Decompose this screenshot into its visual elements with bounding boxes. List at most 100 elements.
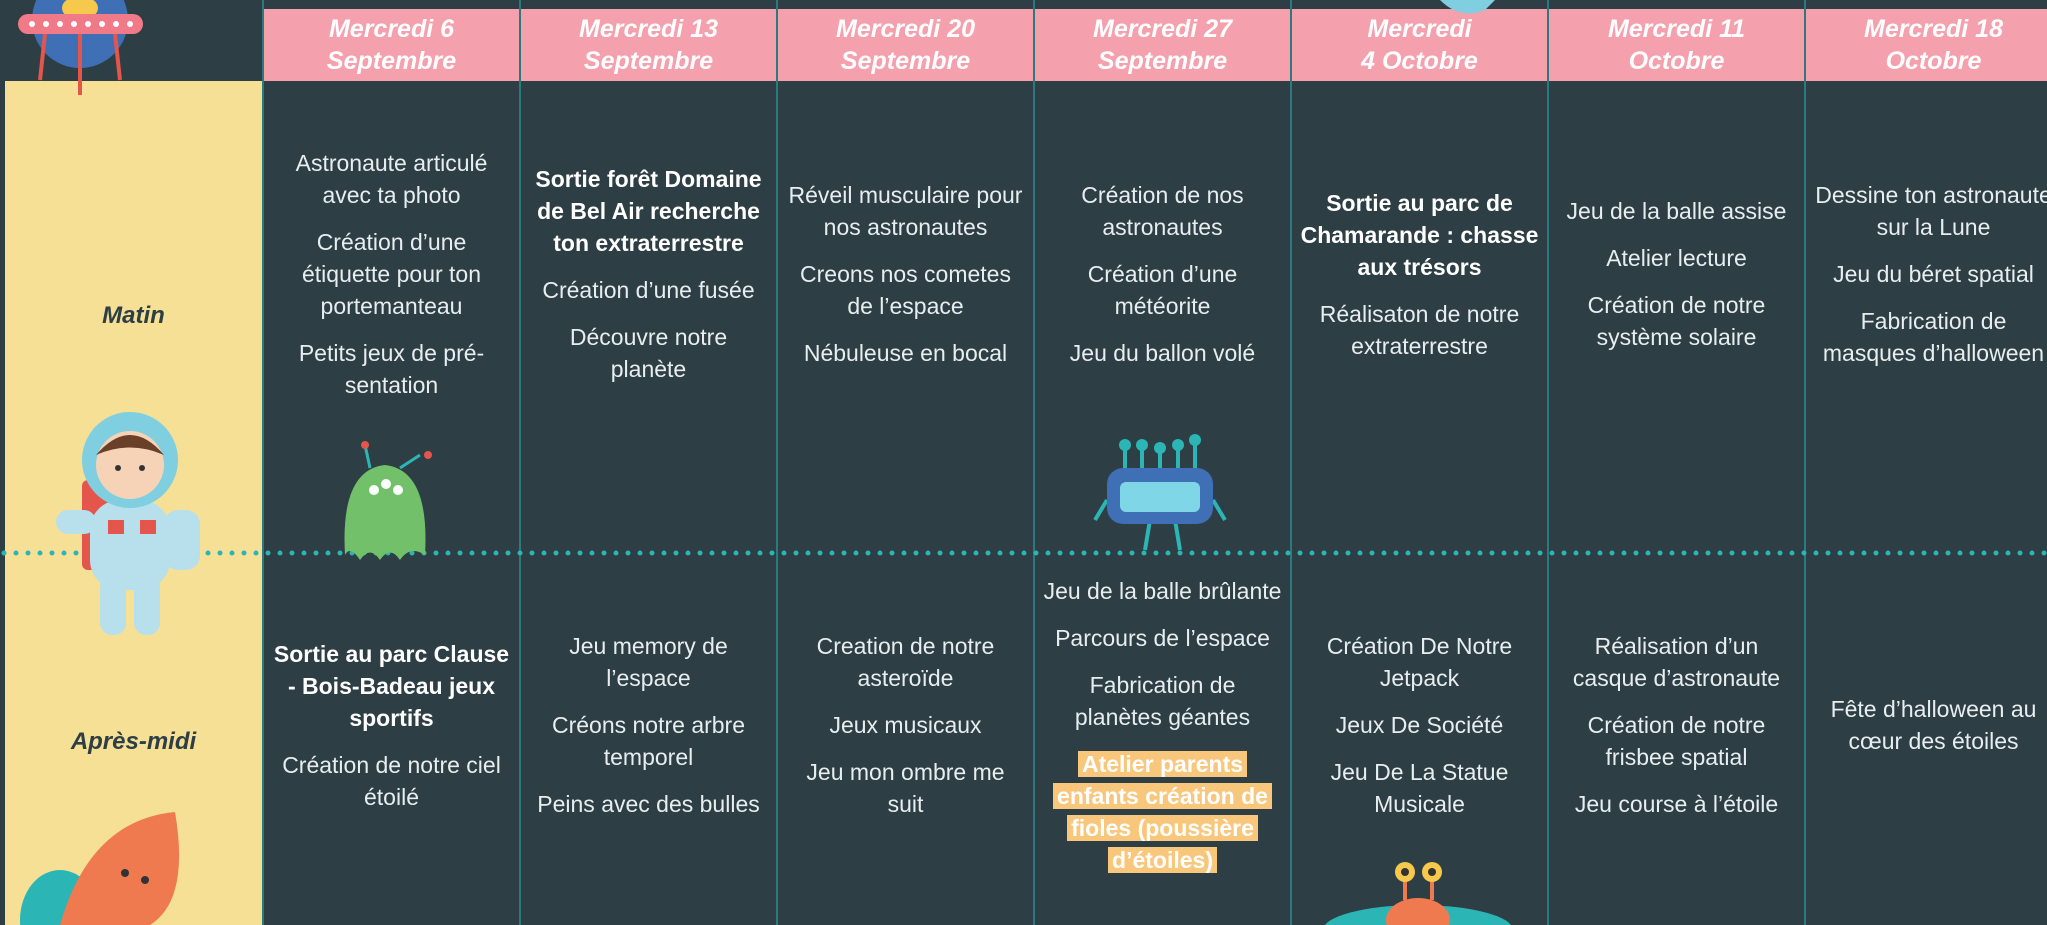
activity-text: Jeux musicaux — [829, 712, 982, 738]
activity-text: Jeux De Société — [1335, 712, 1504, 738]
activity-text: Jeu De La Statue Musicale — [1330, 759, 1509, 817]
activity-text: Fête d’halloween au cœur des étoiles — [1830, 696, 2037, 754]
activity: Découvre notre planète — [529, 321, 768, 385]
activity: Création d’une météorite — [1043, 258, 1282, 322]
activity-text: Atelier parents enfants création de fiol… — [1053, 750, 1272, 873]
activity: Sortie au parc Clause - Bois-Badeau jeux… — [272, 638, 511, 734]
activity: Création de notre système solaire — [1557, 289, 1796, 353]
header-line: 4 Octobre — [1361, 47, 1478, 75]
activity: Dessine ton astronaute sur la Lune — [1814, 179, 2047, 243]
afternoon-activities: Création De Notre Jetpack Jeux De Société… — [1300, 552, 1539, 898]
header-line: Mercredi 6 — [328, 15, 455, 43]
header-line: Mercredi 20 — [836, 15, 975, 43]
morning-activities: Réveil musculaire pour nos astronautes Cr… — [786, 81, 1025, 467]
header-line: Septembre — [583, 47, 714, 75]
activity-text: Peins avec des bulles — [537, 791, 760, 817]
day-column: Mercredi 18 Octobre Dessine ton astronaute… — [1804, 0, 2047, 925]
activity: Atelier parents enfants création de fiol… — [1043, 748, 1282, 876]
activity-text: Création De Notre Jetpack — [1326, 633, 1513, 691]
activity-text: Petits jeux de pré-sentation — [298, 340, 485, 398]
activity-text: Sortie au parc de Chamarande : chasse au… — [1300, 189, 1539, 280]
day-column: Mercredi 6 Septembre Astronaute articulé a… — [262, 0, 519, 925]
afternoon-activities: Fête d’halloween au cœur des étoiles — [1814, 552, 2047, 898]
activity-text: Réveil musculaire pour nos astronautes — [788, 182, 1023, 240]
activity-text: Creation de notre asteroïde — [816, 633, 995, 691]
activity: Réalisation d’un casque d’astronaute — [1557, 630, 1796, 694]
activity-text: Découvre notre planète — [569, 324, 728, 382]
activity: Création de notre ciel étoilé — [272, 749, 511, 813]
header-line: Mercredi 13 — [579, 15, 718, 43]
activity-text: Création d’une fusée — [542, 277, 755, 303]
afternoon-activities: Creation de notre asteroïde Jeux musicaux… — [786, 552, 1025, 898]
activity: Fabrication de planètes géantes — [1043, 669, 1282, 733]
activity-text: Dessine ton astronaute sur la Lune — [1815, 182, 2047, 240]
afternoon-activities: Réalisation d’un casque d’astronaute Créa… — [1557, 552, 1796, 898]
activity: Fabrication de masques d’halloween — [1814, 305, 2047, 369]
activity-text: Création de notre frisbee spatial — [1587, 712, 1766, 770]
header-line: Septembre — [840, 47, 971, 75]
afternoon-activities: Sortie au parc Clause - Bois-Badeau jeux… — [272, 552, 511, 898]
morning-activities: Jeu de la balle assise Atelier lecture Cré… — [1557, 81, 1796, 467]
activity-text: Fabrication de masques d’halloween — [1822, 308, 2045, 366]
activity-text: Création d’une météorite — [1087, 261, 1238, 319]
activity: Creons nos cometes de l’espace — [786, 258, 1025, 322]
activity-text: Sortie au parc Clause - Bois-Badeau jeux… — [273, 640, 510, 731]
activity-text: Création d’une étiquette pour ton portem… — [301, 229, 482, 319]
activity-text: Jeu course à l’étoile — [1574, 791, 1779, 817]
activity: Nébuleuse en bocal — [804, 337, 1007, 369]
activity: Création de notre frisbee spatial — [1557, 709, 1796, 773]
activity: Atelier lecture — [1606, 242, 1747, 274]
header-line: Mercredi 11 — [1607, 15, 1746, 43]
activity: Jeu du béret spatial — [1833, 258, 2034, 290]
morning-activities: Sortie forêt Domaine de Bel Air recherch… — [529, 81, 768, 467]
day-column: Mercredi 13 Septembre Sortie forêt Domaine… — [519, 0, 776, 925]
activity-text: Création de nos astronautes — [1081, 182, 1244, 240]
day-column: Mercredi 20 Septembre Réveil musculaire po… — [776, 0, 1033, 925]
activity-text: Jeu de la balle assise — [1566, 198, 1787, 224]
activity: Création De Notre Jetpack — [1300, 630, 1539, 694]
activity: Jeu memory de l’espace — [529, 630, 768, 694]
header-line: Mercredi 18 — [1864, 15, 2003, 43]
morning-activities: Dessine ton astronaute sur la Lune Jeu du… — [1814, 81, 2047, 467]
day-header: Mercredi 13 Septembre — [521, 9, 776, 81]
afternoon-activities: Jeu memory de l’espace Créons notre arbre… — [529, 552, 768, 898]
activity: Réalisaton de notre extraterrestre — [1300, 298, 1539, 362]
divider — [1, 550, 2047, 556]
activity-text: Jeu du béret spatial — [1833, 261, 2034, 287]
day-header: Mercredi 18 Octobre — [1806, 9, 2047, 81]
activity-text: Fabrication de planètes géantes — [1074, 671, 1251, 730]
activity: Jeu de la balle brûlante — [1044, 575, 1282, 607]
activity: Création d’une étiquette pour ton portem… — [272, 226, 511, 322]
activity: Jeu de la balle assise — [1567, 195, 1787, 227]
activity-text: Réalisation d’un casque d’astronaute — [1572, 633, 1781, 691]
activity-text: Parcours de l’espace — [1055, 624, 1270, 651]
activity-text: Jeu mon ombre me suit — [806, 759, 1005, 817]
activity: Astronaute articulé avec ta photo — [272, 147, 511, 211]
activity-text: Sortie forêt Domaine de Bel Air recherch… — [535, 166, 762, 256]
activity: Jeux musicaux — [829, 709, 981, 741]
day-header: Mercredi 27 Septembre — [1035, 9, 1290, 81]
day-header: Mercredi 6 Septembre — [264, 9, 519, 81]
activity: Jeu mon ombre me suit — [786, 756, 1025, 820]
activity: Jeux De Société — [1336, 709, 1503, 741]
activity: Jeu du ballon volé — [1070, 337, 1255, 369]
activity-text: Creons nos cometes de l’espace — [800, 261, 1011, 319]
afternoon-activities: Jeu de la balle brûlante Parcours de l’es… — [1043, 552, 1282, 898]
header-line: Octobre — [1628, 47, 1725, 75]
activity-text: Jeu du ballon volé — [1069, 340, 1256, 366]
activity: Petits jeux de pré-sentation — [272, 337, 511, 401]
header-line: Octobre — [1885, 47, 1982, 75]
morning-activities: Sortie au parc de Chamarande : chasse au… — [1300, 81, 1539, 467]
activity: Jeu course à l’étoile — [1575, 788, 1778, 820]
activity-text: Créons notre arbre temporel — [551, 712, 746, 770]
morning-activities: Création de nos astronautes Création d’un… — [1043, 81, 1282, 467]
activity: Jeu De La Statue Musicale — [1300, 756, 1539, 820]
header-line: Septembre — [1097, 47, 1228, 75]
activity-text: Création de notre système solaire — [1587, 292, 1766, 350]
day-column: Mercredi 11 Octobre Jeu de la balle assise… — [1547, 0, 1804, 925]
activity: Parcours de l’espace — [1055, 622, 1270, 654]
activity-text: Création de notre ciel étoilé — [282, 751, 501, 810]
activity: Creation de notre asteroïde — [786, 630, 1025, 694]
activity-text: Réalisaton de notre extraterrestre — [1319, 300, 1520, 359]
